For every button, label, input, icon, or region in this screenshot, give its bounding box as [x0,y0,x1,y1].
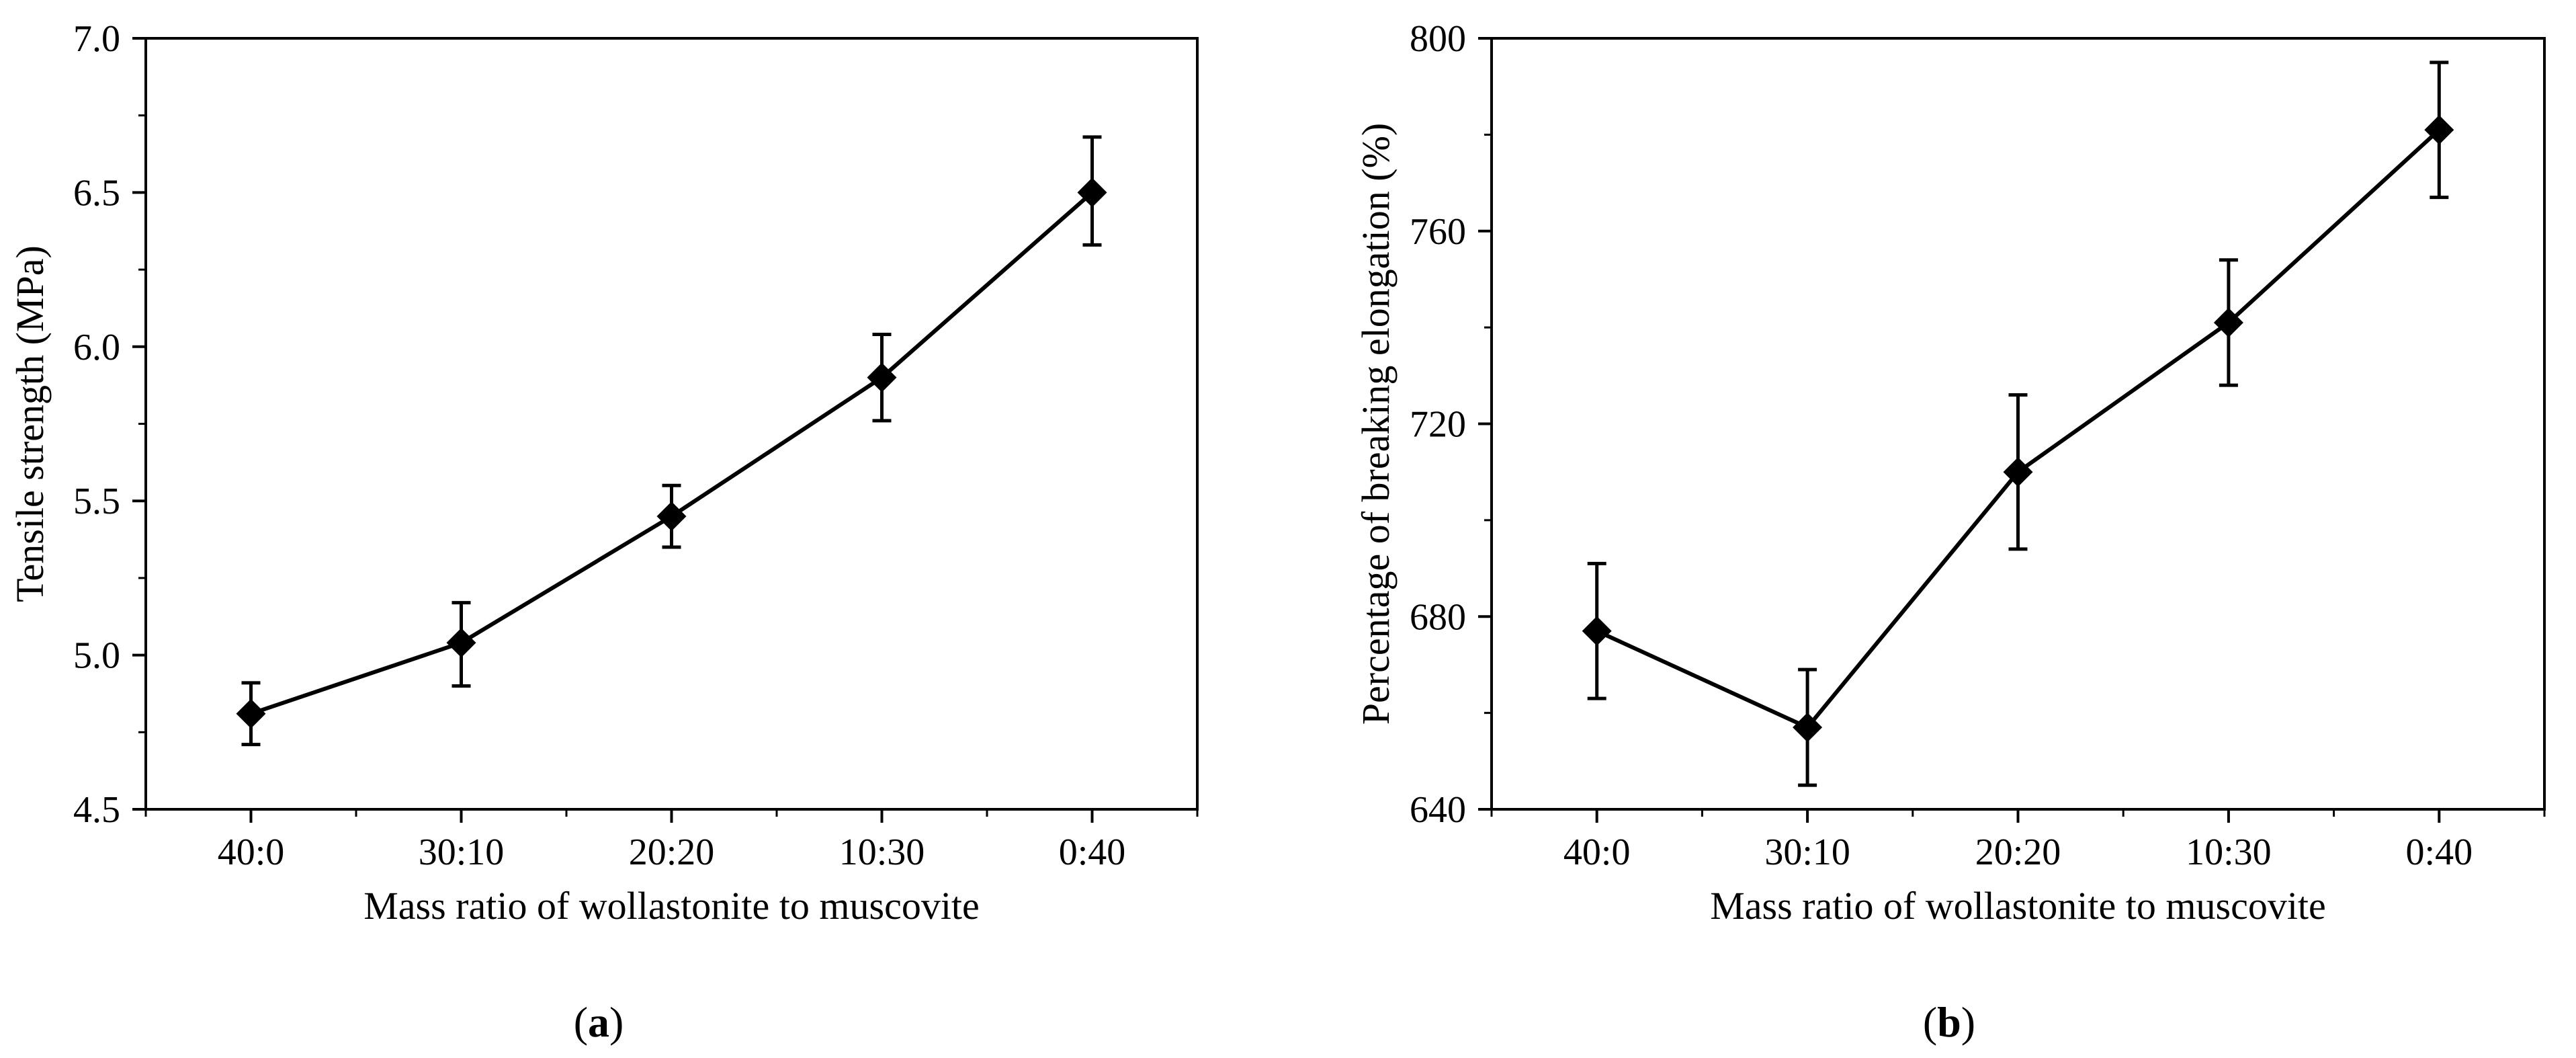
x-axis-title: Mass ratio of wollastonite to muscovite [1710,884,2326,928]
y-tick-label: 5.5 [73,481,120,522]
series-line [250,191,1094,716]
panel-b: 640 680 720 760 800 40:0 30:10 20:20 10:30 0:40 Ma… [1354,18,2546,1046]
x-tick-label: 40:0 [218,831,285,873]
y-tick-label: 640 [1410,789,1466,831]
data-point [236,698,266,729]
y-tick-label: 6.0 [73,327,120,368]
caption-letter: a [588,998,609,1046]
data-point [1793,713,1823,743]
data-point [446,628,476,658]
panel-a: 4.5 5.0 5.5 6.0 6.5 7.0 40:0 30:10 20:20 10:30 0:4… [8,18,1199,1046]
data-point [2213,307,2243,337]
x-tick-label: 30:10 [1764,831,1850,873]
plot-frame [144,37,1199,811]
y-tick-label: 760 [1410,211,1466,253]
x-tick-label: 20:20 [629,831,715,873]
x-tick-label: 0:40 [1059,831,1126,873]
y-tick-label: 680 [1410,596,1466,638]
data-point [656,501,687,532]
caption-paren: ( [574,998,588,1046]
y-tick-label: 6.5 [73,172,120,214]
data-point [867,362,897,393]
data-point [2003,457,2033,487]
data-point [2424,115,2454,145]
caption-letter: b [1937,998,1961,1046]
y-axis-title: Tensile strength (MPa) [8,245,52,602]
y-tick-label: 4.5 [73,789,120,831]
x-tick-label: 40:0 [1563,831,1631,873]
x-tick-label: 20:20 [1975,831,2061,873]
data-point [1077,177,1107,208]
y-tick-label: 7.0 [73,18,120,60]
y-tick-label: 800 [1410,18,1466,60]
x-tick-label: 10:30 [839,831,925,873]
y-axis-title: Percentage of breaking elongation (%) [1354,123,1398,725]
y-tick-label: 5.0 [73,635,120,677]
x-tick-label: 0:40 [2406,831,2473,873]
x-tick-label: 30:10 [419,831,505,873]
caption-paren: ) [609,998,624,1046]
x-axis-title: Mass ratio of wollastonite to muscovite [363,884,980,928]
caption-paren: ( [1923,998,1937,1046]
x-tick-label: 10:30 [2186,831,2272,873]
y-tick-label: 720 [1410,404,1466,446]
panel-caption: (b) [1923,998,1975,1046]
panel-caption: (a) [574,998,624,1046]
caption-paren: ) [1961,998,1975,1046]
data-point [1582,616,1612,646]
